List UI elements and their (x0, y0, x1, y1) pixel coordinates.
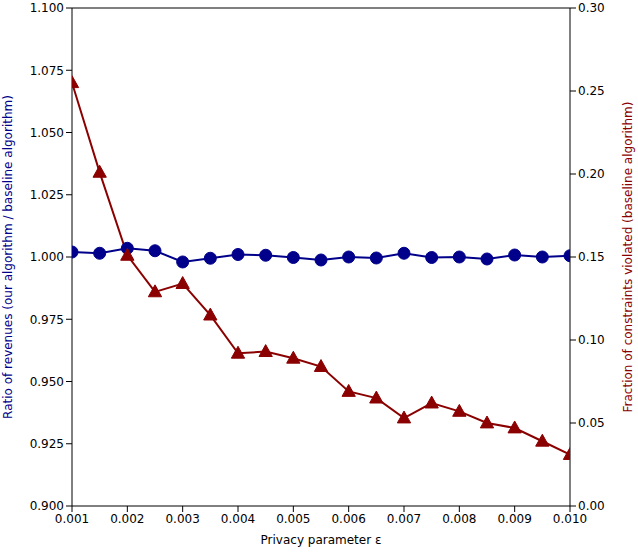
svg-text:0.009: 0.009 (497, 512, 531, 526)
svg-text:Ratio of revenues (our algorit: Ratio of revenues (our algorithm / basel… (1, 95, 15, 419)
svg-text:0.950: 0.950 (30, 375, 64, 389)
svg-text:0.15: 0.15 (578, 250, 605, 264)
svg-text:1.050: 1.050 (30, 126, 64, 140)
svg-text:0.25: 0.25 (578, 84, 605, 98)
svg-text:0.001: 0.001 (55, 512, 89, 526)
svg-text:1.100: 1.100 (30, 1, 64, 15)
svg-text:0.925: 0.925 (30, 437, 64, 451)
svg-text:0.007: 0.007 (387, 512, 421, 526)
svg-text:0.004: 0.004 (221, 512, 255, 526)
svg-text:0.10: 0.10 (578, 333, 605, 347)
svg-text:Fraction of constraints violat: Fraction of constraints violated (baseli… (621, 102, 635, 413)
svg-text:1.025: 1.025 (30, 188, 64, 202)
svg-text:1.075: 1.075 (30, 64, 64, 78)
svg-text:0.00: 0.00 (578, 499, 605, 513)
svg-text:0.975: 0.975 (30, 313, 64, 327)
svg-text:0.005: 0.005 (276, 512, 310, 526)
svg-text:0.002: 0.002 (110, 512, 144, 526)
svg-text:0.003: 0.003 (165, 512, 199, 526)
svg-text:0.20: 0.20 (578, 167, 605, 181)
svg-text:0.010: 0.010 (553, 512, 587, 526)
svg-text:0.006: 0.006 (331, 512, 365, 526)
svg-text:Privacy parameter ε: Privacy parameter ε (261, 533, 382, 547)
svg-text:0.008: 0.008 (442, 512, 476, 526)
svg-text:0.05: 0.05 (578, 416, 605, 430)
svg-text:0.30: 0.30 (578, 1, 605, 15)
svg-text:1.000: 1.000 (30, 250, 64, 264)
svg-text:0.900: 0.900 (30, 499, 64, 513)
